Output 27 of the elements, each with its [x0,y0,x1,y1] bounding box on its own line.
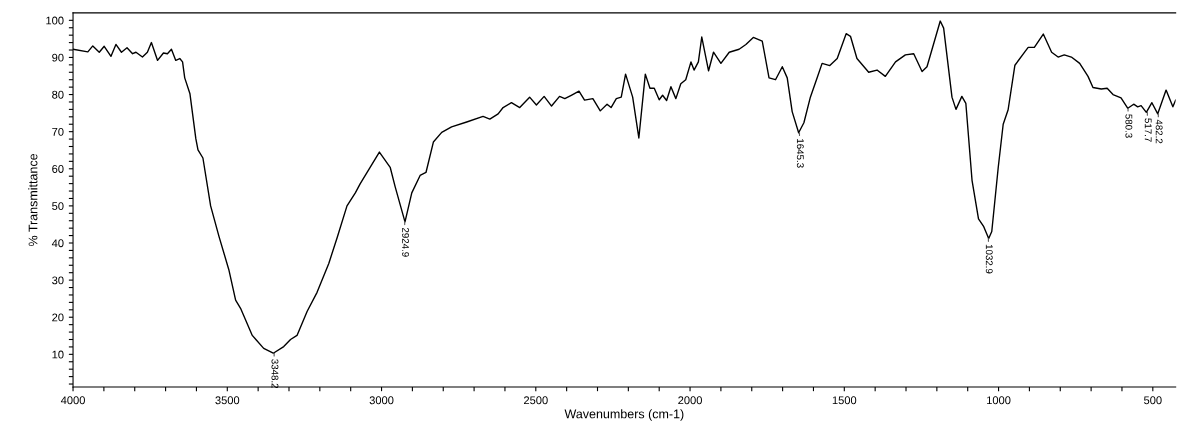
x-tick-label: 2500 [524,396,548,405]
y-tick-label: 30 [52,276,64,285]
x-tick-label: 3000 [369,396,394,405]
annotation: 580.3 [1125,114,1133,138]
y-tick-label: 100 [46,16,64,25]
annotation: 1645.3 [796,139,804,168]
annotation: 517.7 [1144,118,1152,142]
x-tick-label: 500 [1143,396,1162,405]
x-tick-label: 2000 [678,396,702,405]
y-tick-label: 70 [52,127,64,136]
y-tick-label: 40 [51,239,64,248]
x-tick-label: 4000 [60,396,85,405]
x-axis-title: Wavenumbers (cm-1) [564,409,684,421]
y-tick-label: 50 [52,202,64,211]
y-tick-label: 60 [52,165,64,173]
x-tick-label: 3500 [215,396,240,405]
y-axis-title: % Transmittance [28,153,38,247]
x-tick-label: 1500 [832,396,857,405]
y-tick-label: 80 [52,90,64,99]
annotation: 482.2 [1155,119,1163,144]
annotation: 3348.2 [271,359,279,389]
annotation: 2924.9 [402,227,409,257]
x-tick-label: 1000 [987,396,1011,405]
y-tick-label: 10 [52,350,64,359]
y-tick-label: 20 [52,313,64,322]
y-tick-label: 90 [52,53,64,62]
annotation: 1032.9 [985,244,993,274]
